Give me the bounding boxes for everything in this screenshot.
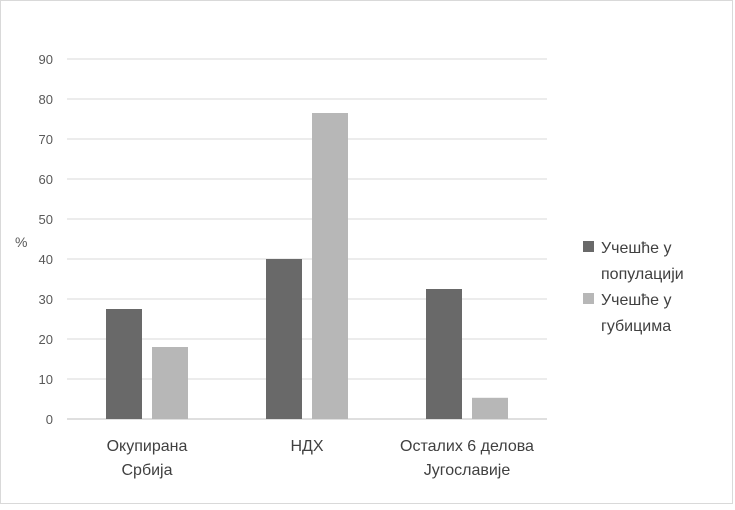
bar-series2-cat1 [152,347,188,419]
bar-series1-cat1 [106,309,142,419]
category-label: Осталих 6 делова [400,438,534,455]
category-label: НДХ [290,438,323,455]
category-label: Окупирана [107,438,188,455]
y-tick-label: 50 [39,212,53,227]
category-label: Србија [121,462,172,479]
y-tick-label: 60 [39,172,53,187]
y-tick-label: 90 [39,52,53,67]
y-tick-label: 0 [46,412,53,427]
y-tick-label: 70 [39,132,53,147]
bar-series1-cat3 [426,289,462,419]
category-label: Југославије [424,462,511,479]
legend: Учешће у популацији Учешће у губицима [583,240,684,335]
y-tick-label: 80 [39,92,53,107]
y-axis-ticks: 0 10 20 30 40 50 60 70 80 90 [39,52,53,427]
y-tick-label: 30 [39,292,53,307]
y-tick-label: 20 [39,332,53,347]
legend-label: губицима [601,318,671,335]
bar-series2-cat2 [312,113,348,419]
legend-label: Учешће у [601,240,671,257]
bars [106,113,508,419]
legend-label: популацији [601,266,684,283]
gridlines [67,58,547,420]
legend-swatch [583,293,594,304]
y-axis-label: % [15,234,27,250]
bar-series2-cat3 [472,397,508,419]
legend-label: Учешће у [601,292,671,309]
category-labels: Окупирана Србија НДХ Осталих 6 делова Југосл… [107,438,534,479]
legend-swatch [583,241,594,252]
y-tick-label: 10 [39,372,53,387]
bar-series1-cat2 [266,259,302,419]
y-tick-label: 40 [39,252,53,267]
